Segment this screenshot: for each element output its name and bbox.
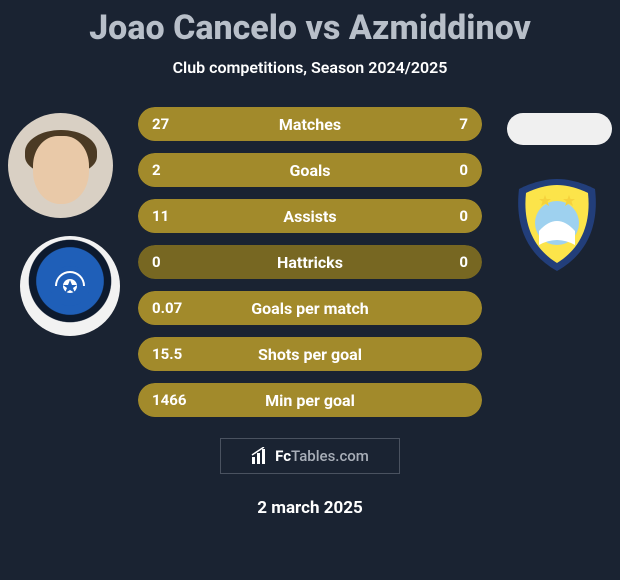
stat-label: Hattricks <box>138 253 482 272</box>
watermark-text: FcTables.com <box>275 447 369 465</box>
stat-label: Min per goal <box>138 391 482 410</box>
player-right-avatar <box>507 113 612 145</box>
stat-row: 00Hattricks <box>138 245 482 279</box>
player-left-club-badge <box>20 236 120 336</box>
chart-icon <box>251 447 269 465</box>
watermark-brand: Fc <box>275 447 291 465</box>
stat-label: Goals per match <box>138 299 482 318</box>
stat-label: Goals <box>138 161 482 180</box>
avatar-face <box>33 136 89 204</box>
stat-row: 20Goals <box>138 153 482 187</box>
stat-row: 0.07Goals per match <box>138 291 482 325</box>
player-left-avatar <box>8 113 113 218</box>
stat-row: 110Assists <box>138 199 482 233</box>
page-title: Joao Cancelo vs Azmiddinov <box>0 0 620 48</box>
stat-label: Assists <box>138 207 482 226</box>
watermark: FcTables.com <box>220 438 400 474</box>
date-label: 2 march 2025 <box>0 498 620 518</box>
stat-label: Shots per goal <box>138 345 482 364</box>
watermark-rest: Tables.com <box>291 447 369 465</box>
player-right-club-badge <box>507 175 607 275</box>
stat-row: 15.5Shots per goal <box>138 337 482 371</box>
right-column <box>507 113 612 275</box>
stat-label: Matches <box>138 115 482 134</box>
subtitle: Club competitions, Season 2024/2025 <box>0 58 620 77</box>
club-left-icon <box>46 262 94 310</box>
stat-row: 277Matches <box>138 107 482 141</box>
left-column <box>8 113 120 336</box>
stat-bars: 277Matches 20Goals 110Assists 00Hattricks 0.… <box>138 107 482 429</box>
club-right-icon <box>507 175 607 275</box>
stat-row: 1466Min per goal <box>138 383 482 417</box>
